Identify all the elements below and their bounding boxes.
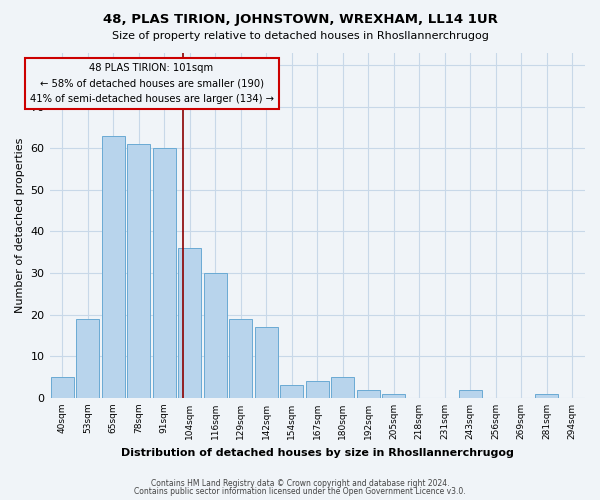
Bar — [331, 377, 354, 398]
Bar — [357, 390, 380, 398]
Bar — [229, 319, 252, 398]
Bar — [51, 377, 74, 398]
Bar — [306, 382, 329, 398]
Bar — [255, 327, 278, 398]
Y-axis label: Number of detached properties: Number of detached properties — [15, 138, 25, 313]
Bar — [153, 148, 176, 398]
Text: Size of property relative to detached houses in Rhosllannerchrugog: Size of property relative to detached ho… — [112, 31, 488, 41]
Bar — [178, 248, 201, 398]
Bar — [459, 390, 482, 398]
Bar — [382, 394, 405, 398]
X-axis label: Distribution of detached houses by size in Rhosllannerchrugog: Distribution of detached houses by size … — [121, 448, 514, 458]
Text: Contains HM Land Registry data © Crown copyright and database right 2024.: Contains HM Land Registry data © Crown c… — [151, 478, 449, 488]
Bar — [102, 136, 125, 398]
Bar — [535, 394, 558, 398]
Bar — [280, 386, 303, 398]
Bar — [204, 273, 227, 398]
Text: 48, PLAS TIRION, JOHNSTOWN, WREXHAM, LL14 1UR: 48, PLAS TIRION, JOHNSTOWN, WREXHAM, LL1… — [103, 12, 497, 26]
Bar — [76, 319, 99, 398]
Bar — [127, 144, 150, 398]
Text: Contains public sector information licensed under the Open Government Licence v3: Contains public sector information licen… — [134, 487, 466, 496]
Text: 48 PLAS TIRION: 101sqm
← 58% of detached houses are smaller (190)
41% of semi-de: 48 PLAS TIRION: 101sqm ← 58% of detached… — [29, 63, 274, 104]
